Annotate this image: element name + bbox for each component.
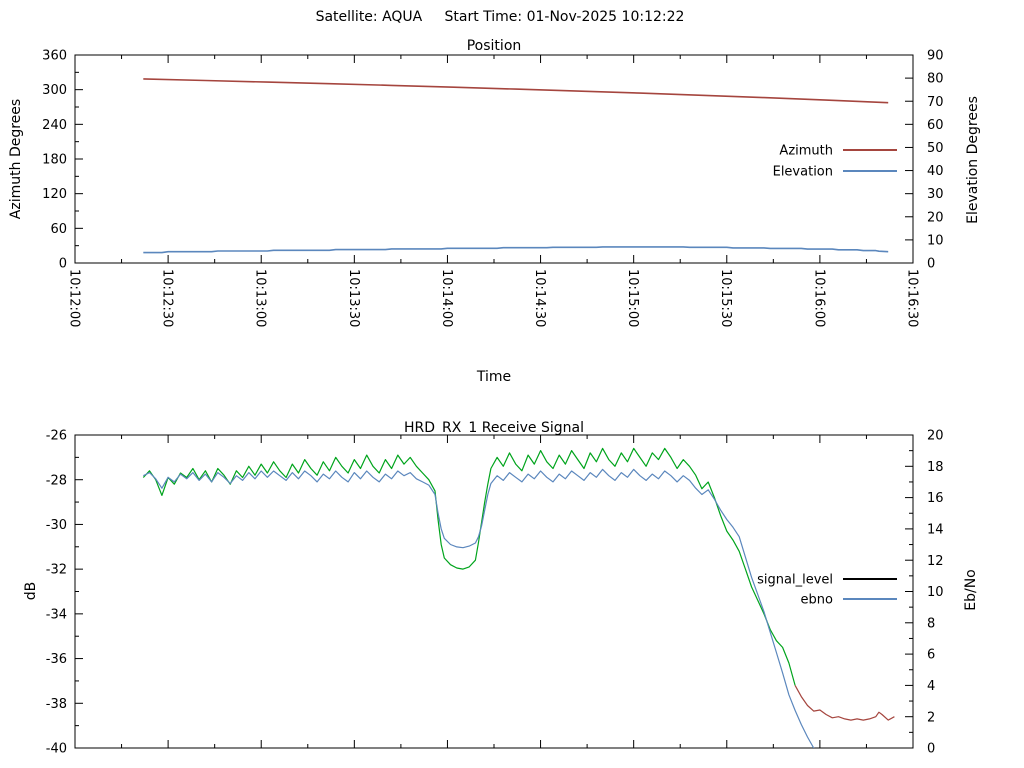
y-right-tick-label: 18 [927,460,944,475]
y-right-tick-label: 90 [927,49,944,64]
Elevation-series [143,246,889,254]
time-axis-label: Time [476,369,512,385]
receive-signal-chart-y-axis-right: 0 2 4 6 8 10 12 14 16 18 20 [905,429,944,757]
x-tick-label: 10:15:30 [718,269,733,327]
x-tick-label: 10:16:30 [904,269,919,327]
Azimuth-series [143,78,889,104]
y-right-tick-label: 70 [927,95,944,110]
y-right-tick-label: 10 [927,233,944,248]
y-right-tick-label: 30 [927,187,944,202]
position-chart-y-axis-left: 0 60 120 180 240 300 360 [42,49,83,272]
y-right-tick-label: 12 [927,554,944,569]
position-chart-x-axis: 10:12:00 10:12:30 10:13:00 10:13:30 10:14:00… [66,55,919,327]
y-right-tick-label: 4 [927,679,935,694]
y-right-tick-label: 20 [927,429,944,444]
y-right-tick-label: 80 [927,72,944,87]
y-left-tick-label: 360 [42,49,67,64]
y-left-tick-label: 120 [42,187,67,202]
y-left-tick-label: -30 [46,518,67,533]
y-right-tick-label: 50 [927,141,944,156]
y-left-tick-label: -38 [46,697,67,712]
Elevation-legend-label: Elevation [773,165,833,180]
signal_level_tail-series [794,685,895,721]
position-chart: 10:12:00 10:12:30 10:13:00 10:13:30 10:14:00… [42,49,943,328]
page-title: Satellite: AQUA Start Time: 01-Nov-2025 … [315,9,685,25]
y-right-tick-label: 0 [927,257,935,272]
y-right-tick-label: 16 [927,491,944,506]
ebno-series [143,468,815,748]
y-left-tick-label: 240 [42,118,67,133]
receive-signal-chart-border [74,434,914,749]
receive-signal-chart: -40 -38 -36 -34 -32 -30 -28 -26 0 2 4 6 8 10 12 14 16 18 2… [46,429,944,757]
y-right-tick-label: 20 [927,210,944,225]
y-left-tick-label: -40 [46,742,67,757]
x-tick-label: 10:12:00 [66,269,81,327]
y-left-tick-label: -28 [46,473,67,488]
Azimuth-legend-label: Azimuth [779,144,833,159]
y-right-tick-label: 60 [927,118,944,133]
y-left-tick-label: -32 [46,563,67,578]
receive-signal-chart-title: HRD_RX_1 Receive Signal [404,420,584,436]
x-tick-label: 10:13:30 [346,269,361,327]
x-tick-label: 10:14:00 [439,269,454,327]
x-tick-label: 10:13:00 [253,269,268,327]
y-left-tick-label: -36 [46,652,67,667]
signal_level-series [142,447,796,686]
y-right-tick-label: 6 [927,648,935,663]
position-chart-border [74,54,914,264]
y-left-tick-label: 300 [42,83,67,98]
receive-signal-chart-x-axis [74,435,914,748]
x-tick-label: 10:14:30 [532,269,547,327]
y-right-tick-label: 0 [927,742,935,757]
y-left-tick-label: 60 [50,222,67,237]
position-chart-legend: Azimuth Elevation [773,144,897,180]
y-right-tick-label: 8 [927,616,935,631]
y-left-tick-label: 0 [59,257,67,272]
x-tick-label: 10:16:00 [811,269,826,327]
y-left-tick-label: 180 [42,153,67,168]
receive-signal-chart-y-axis-left: -40 -38 -36 -34 -32 -30 -28 -26 [46,429,83,757]
y-right-tick-label: 14 [927,522,944,537]
signal_level-legend-label: signal_level [757,573,833,588]
ebno-legend-label: ebno [801,593,833,608]
y-right-tick-label: 2 [927,710,935,725]
position-chart-title: Position [466,38,522,54]
x-tick-label: 10:12:30 [160,269,175,327]
y-left-tick-label: -26 [46,429,67,444]
y-right-tick-label: 10 [927,585,944,600]
y-left-tick-label: -34 [46,607,67,622]
x-tick-label: 10:15:00 [625,269,640,327]
y-right-tick-label: 40 [927,164,944,179]
position-chart-y-axis-right: 0 10 20 30 40 50 60 70 80 90 [905,49,944,272]
